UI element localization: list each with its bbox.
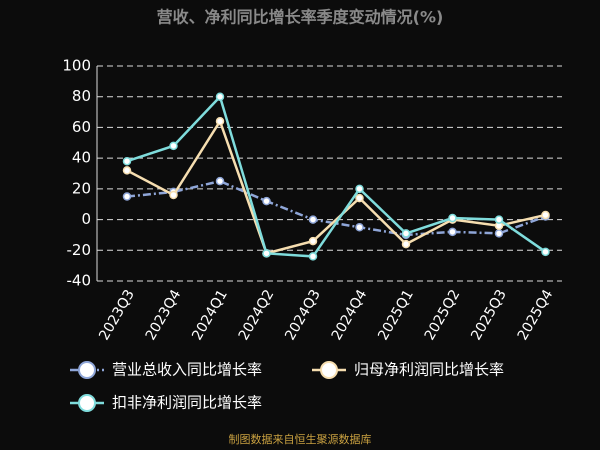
legend-marker [320,361,338,379]
point [448,213,457,223]
point [355,193,364,203]
y-tick-label: 60 [72,118,91,136]
legend-label: 归母净利润同比增长率 [354,361,504,379]
y-tick-label: -40 [67,272,92,290]
point [122,166,132,175]
y-tick-label: 100 [62,57,91,75]
point [215,117,225,126]
point [401,229,411,238]
point [494,229,504,238]
series-line [126,179,546,237]
point [308,236,318,246]
point [262,196,271,206]
y-tick-label: 80 [72,87,91,105]
y-tick-label: 40 [72,149,91,167]
point [215,92,225,101]
legend-label: 营业总收入同比增长率 [112,361,262,379]
point [169,141,178,151]
point [355,184,364,194]
point [122,192,132,201]
point [448,227,457,237]
point [308,215,318,224]
point [494,215,504,224]
point [215,176,225,186]
legend-marker [78,361,96,379]
series-line [126,94,547,258]
point [541,247,550,257]
y-tick-label: 20 [72,179,91,197]
y-tick-label: -20 [67,241,92,259]
legend-marker [78,394,96,412]
legend-label: 扣非净利润同比增长率 [112,394,262,412]
chart-title: 营收、净利同比增长率季度变动情况(%) [157,8,444,27]
point [355,223,364,232]
series-line [126,118,546,255]
point [401,239,411,249]
point [262,249,271,258]
point [122,156,132,166]
point [541,210,550,220]
point [169,190,178,200]
source: 制图数据来自恒生聚源数据库 [229,432,372,446]
y-tick-label: 0 [81,210,91,228]
point [308,252,318,261]
